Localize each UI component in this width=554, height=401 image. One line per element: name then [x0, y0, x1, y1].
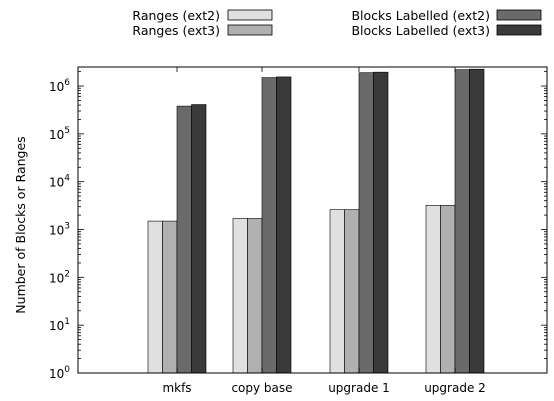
bar-2-copy-base: [247, 218, 263, 374]
axes: 100 101 102 103 104 105 106 mkfs copy base upgrad…: [49, 66, 548, 395]
bar-2-mkfs: [162, 220, 178, 374]
y-tick-label: 102: [49, 269, 70, 285]
bar-1-copy-base: [232, 218, 248, 374]
bar-2-upgrade-1: [344, 209, 360, 374]
plot-frame: [77, 66, 548, 374]
y-tick-label: 100: [49, 365, 70, 381]
legend-label: Blocks Labelled (ext2): [351, 8, 490, 23]
x-tick-label: upgrade 2: [424, 381, 486, 395]
bar-3-upgrade-2: [454, 69, 470, 374]
legend: Ranges (ext2)Ranges (ext3) Blocks Labelle…: [132, 8, 542, 38]
bar-4-upgrade-1: [373, 71, 389, 374]
bars: [147, 68, 485, 374]
legend-label: Ranges (ext2): [132, 8, 220, 23]
bar-3-copy-base: [261, 77, 277, 374]
y-tick-label: 105: [49, 126, 70, 142]
y-tick-label: 106: [49, 78, 70, 94]
bar-4-upgrade-2: [469, 68, 485, 374]
bar-4-copy-base: [276, 76, 292, 374]
legend-swatch: [496, 24, 542, 36]
legend-swatch: [496, 9, 542, 21]
legend-swatch: [227, 24, 273, 36]
bar-1-upgrade-2: [425, 205, 441, 374]
legend-swatch: [227, 9, 273, 21]
x-tick-label: mkfs: [162, 381, 191, 395]
bar-1-mkfs: [147, 220, 163, 374]
legend-label: Ranges (ext3): [132, 23, 220, 38]
bar-3-mkfs: [176, 105, 192, 374]
y-tick-label: 103: [49, 222, 70, 238]
legend-label: Blocks Labelled (ext3): [351, 23, 490, 38]
bar-3-upgrade-1: [358, 72, 374, 374]
x-tick-label: upgrade 1: [328, 381, 390, 395]
bar-2-upgrade-2: [440, 205, 456, 374]
bar-4-mkfs: [191, 104, 207, 374]
y-tick-label: 104: [49, 174, 70, 190]
y-axis-title: Number of Blocks or Ranges: [13, 136, 28, 313]
bar-1-upgrade-1: [329, 209, 345, 374]
y-tick-label: 101: [49, 317, 70, 333]
x-tick-label: copy base: [231, 381, 292, 395]
